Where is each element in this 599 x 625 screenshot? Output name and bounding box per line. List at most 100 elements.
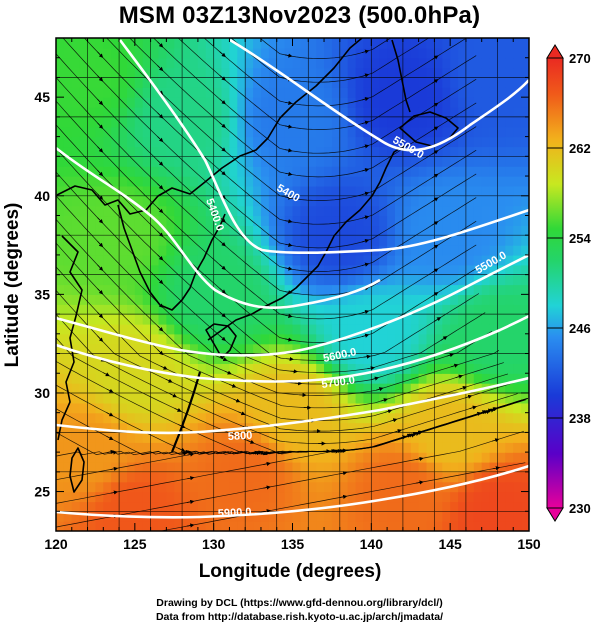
heat-cell (237, 107, 246, 118)
heat-cell (95, 195, 104, 207)
heat-cell (300, 471, 309, 483)
heat-cell (465, 422, 475, 433)
wind-arrow (285, 313, 293, 318)
heat-cell (245, 116, 254, 128)
heat-cell (410, 126, 420, 138)
heat-cell (363, 274, 372, 286)
heat-cell (505, 353, 514, 364)
heat-cell (347, 314, 357, 325)
heat-cell (395, 383, 404, 394)
heat-cell (465, 254, 475, 266)
heat-cell (331, 521, 341, 531)
heat-cell (395, 47, 404, 59)
heat-cell (221, 412, 230, 424)
heat-cell (442, 185, 451, 197)
heat-cell (158, 481, 167, 493)
heat-cell (300, 294, 309, 305)
heat-cell (324, 481, 333, 493)
heat-cell (79, 205, 89, 217)
heat-cell (292, 373, 301, 384)
x-tick-label: 120 (44, 536, 68, 552)
heat-cell (442, 47, 451, 59)
heat-cell (442, 156, 451, 167)
heat-cell (56, 38, 65, 49)
heat-cell (402, 38, 412, 49)
heat-cell (79, 87, 89, 98)
heat-cell (339, 314, 349, 325)
heat-cell (379, 393, 388, 404)
heat-cell (379, 284, 388, 295)
heat-cell (111, 47, 120, 59)
heat-cell (71, 225, 81, 236)
heat-cell (324, 235, 333, 246)
heat-cell (450, 215, 459, 226)
heat-cell (363, 452, 372, 463)
heat-cell (111, 284, 120, 295)
colorbar-tick-label: 230 (569, 501, 591, 516)
heat-cell (134, 402, 144, 414)
heat-cell (410, 363, 420, 374)
heat-cell (221, 363, 230, 374)
heat-cell (387, 393, 396, 404)
heat-cell (292, 166, 301, 177)
heat-cell (95, 462, 104, 473)
heat-cell (442, 383, 451, 394)
heat-cell (473, 284, 483, 295)
heat-cell (197, 452, 207, 463)
heat-cell (363, 225, 372, 236)
heat-cell (300, 77, 309, 88)
heat-cell (418, 294, 428, 305)
credits: Drawing by DCL (https://www.gfd-dennou.o… (0, 596, 599, 624)
heat-cell (292, 501, 301, 512)
heat-cell (213, 215, 223, 226)
heat-cell (300, 491, 309, 503)
heat-cell (103, 146, 112, 157)
heat-cell (166, 501, 175, 512)
heat-cell (221, 116, 230, 128)
heat-cell (87, 314, 96, 325)
heat-cell (339, 462, 349, 473)
heat-cell (331, 471, 341, 483)
heat-cell (316, 491, 325, 503)
heat-cell (276, 107, 286, 118)
heat-cell (158, 176, 167, 187)
heat-cell (253, 383, 262, 394)
heat-cell (56, 116, 65, 128)
heat-cell (103, 462, 112, 473)
heat-cell (276, 304, 286, 315)
heat-cell (395, 294, 404, 305)
heat-cell (166, 195, 175, 207)
heat-cell (434, 432, 443, 443)
heat-cell (197, 156, 207, 167)
heat-cell (331, 294, 341, 305)
heat-cell (505, 511, 514, 522)
heat-cell (79, 284, 89, 295)
heat-cell (347, 274, 357, 286)
heat-cell (79, 314, 89, 325)
heat-cell (79, 294, 89, 305)
heat-cell (213, 432, 223, 443)
heat-cell (410, 402, 420, 414)
heat-cell (134, 107, 144, 118)
heat-cell (402, 383, 412, 394)
heat-cell (363, 422, 372, 433)
heat-cell (473, 245, 483, 256)
wind-arrow (455, 374, 464, 379)
heat-cell (418, 412, 428, 424)
heat-cell (465, 432, 475, 443)
heat-cell (253, 205, 262, 217)
heat-cell (166, 97, 175, 108)
heat-cell (371, 422, 380, 433)
heat-cell (458, 471, 467, 483)
wind-arrow (233, 398, 241, 403)
heat-cell (379, 383, 388, 394)
heat-cell (63, 146, 73, 157)
heat-cell (150, 146, 160, 157)
heat-cell (481, 97, 491, 108)
heat-cell (505, 393, 514, 404)
heat-cell (276, 254, 286, 266)
heat-cell (355, 185, 365, 197)
heat-cell (371, 511, 380, 522)
heat-cell (450, 57, 459, 69)
heat-cell (371, 343, 380, 355)
